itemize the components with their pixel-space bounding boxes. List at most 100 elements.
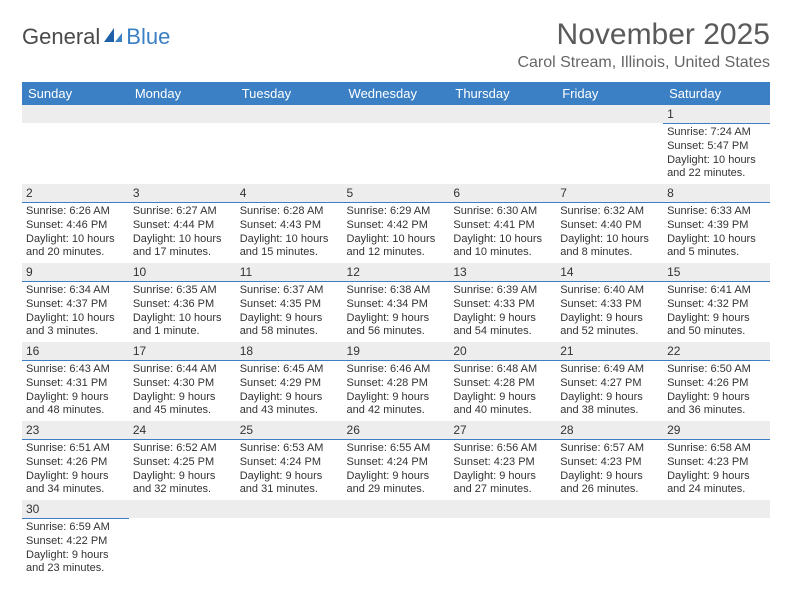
day-info: Sunrise: 6:37 AMSunset: 4:35 PMDaylight:… [236,282,343,342]
calendar-cell: 26Sunrise: 6:55 AMSunset: 4:24 PMDayligh… [343,421,450,500]
day-info: Sunrise: 6:39 AMSunset: 4:33 PMDaylight:… [449,282,556,342]
day-info: Sunrise: 6:34 AMSunset: 4:37 PMDaylight:… [22,282,129,342]
column-header: Wednesday [343,82,450,105]
daylight-text: Daylight: 9 hours and 52 minutes. [560,312,659,340]
daylight-text: Daylight: 9 hours and 45 minutes. [133,391,232,419]
day-number: 1 [663,105,770,124]
sunset-text: Sunset: 4:32 PM [667,298,766,312]
day-number: 28 [556,421,663,440]
calendar-cell [129,500,236,579]
day-info: Sunrise: 6:56 AMSunset: 4:23 PMDaylight:… [449,440,556,500]
day-info: Sunrise: 6:43 AMSunset: 4:31 PMDaylight:… [22,361,129,421]
sunset-text: Sunset: 4:41 PM [453,219,552,233]
sunset-text: Sunset: 4:40 PM [560,219,659,233]
calendar-cell: 28Sunrise: 6:57 AMSunset: 4:23 PMDayligh… [556,421,663,500]
sunrise-text: Sunrise: 6:33 AM [667,205,766,219]
daylight-text: Daylight: 9 hours and 40 minutes. [453,391,552,419]
sunset-text: Sunset: 4:26 PM [26,456,125,470]
day-info: Sunrise: 7:24 AMSunset: 5:47 PMDaylight:… [663,124,770,184]
day-number: 3 [129,184,236,203]
day-info: Sunrise: 6:45 AMSunset: 4:29 PMDaylight:… [236,361,343,421]
calendar-cell: 23Sunrise: 6:51 AMSunset: 4:26 PMDayligh… [22,421,129,500]
sunset-text: Sunset: 4:28 PM [347,377,446,391]
sunrise-text: Sunrise: 6:40 AM [560,284,659,298]
day-info: Sunrise: 6:40 AMSunset: 4:33 PMDaylight:… [556,282,663,342]
sunrise-text: Sunrise: 6:34 AM [26,284,125,298]
sunrise-text: Sunrise: 6:53 AM [240,442,339,456]
day-number: 11 [236,263,343,282]
day-number: 14 [556,263,663,282]
blank-day [236,500,343,518]
day-number: 21 [556,342,663,361]
calendar-cell: 20Sunrise: 6:48 AMSunset: 4:28 PMDayligh… [449,342,556,421]
daylight-text: Daylight: 10 hours and 3 minutes. [26,312,125,340]
calendar-cell [129,105,236,184]
sunset-text: Sunset: 4:28 PM [453,377,552,391]
sunset-text: Sunset: 4:29 PM [240,377,339,391]
calendar-cell: 11Sunrise: 6:37 AMSunset: 4:35 PMDayligh… [236,263,343,342]
table-row: 16Sunrise: 6:43 AMSunset: 4:31 PMDayligh… [22,342,770,421]
day-number: 18 [236,342,343,361]
daylight-text: Daylight: 10 hours and 12 minutes. [347,233,446,261]
day-info: Sunrise: 6:53 AMSunset: 4:24 PMDaylight:… [236,440,343,500]
column-header: Tuesday [236,82,343,105]
logo-text-1: General [22,24,100,50]
day-info: Sunrise: 6:50 AMSunset: 4:26 PMDaylight:… [663,361,770,421]
calendar-cell [22,105,129,184]
day-info: Sunrise: 6:55 AMSunset: 4:24 PMDaylight:… [343,440,450,500]
day-number: 30 [22,500,129,519]
daylight-text: Daylight: 10 hours and 1 minute. [133,312,232,340]
calendar-cell: 5Sunrise: 6:29 AMSunset: 4:42 PMDaylight… [343,184,450,263]
sail-icon [102,24,124,50]
day-number: 6 [449,184,556,203]
table-row: 2Sunrise: 6:26 AMSunset: 4:46 PMDaylight… [22,184,770,263]
calendar-cell: 10Sunrise: 6:35 AMSunset: 4:36 PMDayligh… [129,263,236,342]
day-info: Sunrise: 6:46 AMSunset: 4:28 PMDaylight:… [343,361,450,421]
day-info: Sunrise: 6:35 AMSunset: 4:36 PMDaylight:… [129,282,236,342]
calendar-cell: 29Sunrise: 6:58 AMSunset: 4:23 PMDayligh… [663,421,770,500]
daylight-text: Daylight: 9 hours and 27 minutes. [453,470,552,498]
daylight-text: Daylight: 9 hours and 48 minutes. [26,391,125,419]
daylight-text: Daylight: 10 hours and 17 minutes. [133,233,232,261]
daylight-text: Daylight: 9 hours and 34 minutes. [26,470,125,498]
day-info: Sunrise: 6:38 AMSunset: 4:34 PMDaylight:… [343,282,450,342]
day-info: Sunrise: 6:52 AMSunset: 4:25 PMDaylight:… [129,440,236,500]
daylight-text: Daylight: 9 hours and 36 minutes. [667,391,766,419]
blank-day [129,105,236,123]
daylight-text: Daylight: 9 hours and 26 minutes. [560,470,659,498]
column-header: Thursday [449,82,556,105]
sunset-text: Sunset: 4:39 PM [667,219,766,233]
day-number: 26 [343,421,450,440]
calendar-cell [449,500,556,579]
sunrise-text: Sunrise: 6:55 AM [347,442,446,456]
column-header: Saturday [663,82,770,105]
calendar-cell: 7Sunrise: 6:32 AMSunset: 4:40 PMDaylight… [556,184,663,263]
daylight-text: Daylight: 9 hours and 32 minutes. [133,470,232,498]
calendar-cell: 15Sunrise: 6:41 AMSunset: 4:32 PMDayligh… [663,263,770,342]
day-number: 9 [22,263,129,282]
sunset-text: Sunset: 4:30 PM [133,377,232,391]
header-row: General Blue November 2025 Carol Stream,… [22,18,770,72]
sunrise-text: Sunrise: 6:37 AM [240,284,339,298]
sunset-text: Sunset: 4:37 PM [26,298,125,312]
calendar-cell: 3Sunrise: 6:27 AMSunset: 4:44 PMDaylight… [129,184,236,263]
day-info: Sunrise: 6:33 AMSunset: 4:39 PMDaylight:… [663,203,770,263]
sunset-text: Sunset: 4:46 PM [26,219,125,233]
blank-day [236,105,343,123]
calendar-cell [556,105,663,184]
calendar-cell: 21Sunrise: 6:49 AMSunset: 4:27 PMDayligh… [556,342,663,421]
calendar-body: 1Sunrise: 7:24 AMSunset: 5:47 PMDaylight… [22,105,770,579]
sunrise-text: Sunrise: 6:52 AM [133,442,232,456]
daylight-text: Daylight: 9 hours and 58 minutes. [240,312,339,340]
blank-day [556,500,663,518]
sunset-text: Sunset: 4:27 PM [560,377,659,391]
day-number: 13 [449,263,556,282]
location-label: Carol Stream, Illinois, United States [517,54,770,72]
daylight-text: Daylight: 9 hours and 23 minutes. [26,549,125,577]
calendar-cell [663,500,770,579]
sunrise-text: Sunrise: 6:39 AM [453,284,552,298]
day-number: 8 [663,184,770,203]
logo: General Blue [22,18,170,50]
day-number: 12 [343,263,450,282]
table-row: 23Sunrise: 6:51 AMSunset: 4:26 PMDayligh… [22,421,770,500]
